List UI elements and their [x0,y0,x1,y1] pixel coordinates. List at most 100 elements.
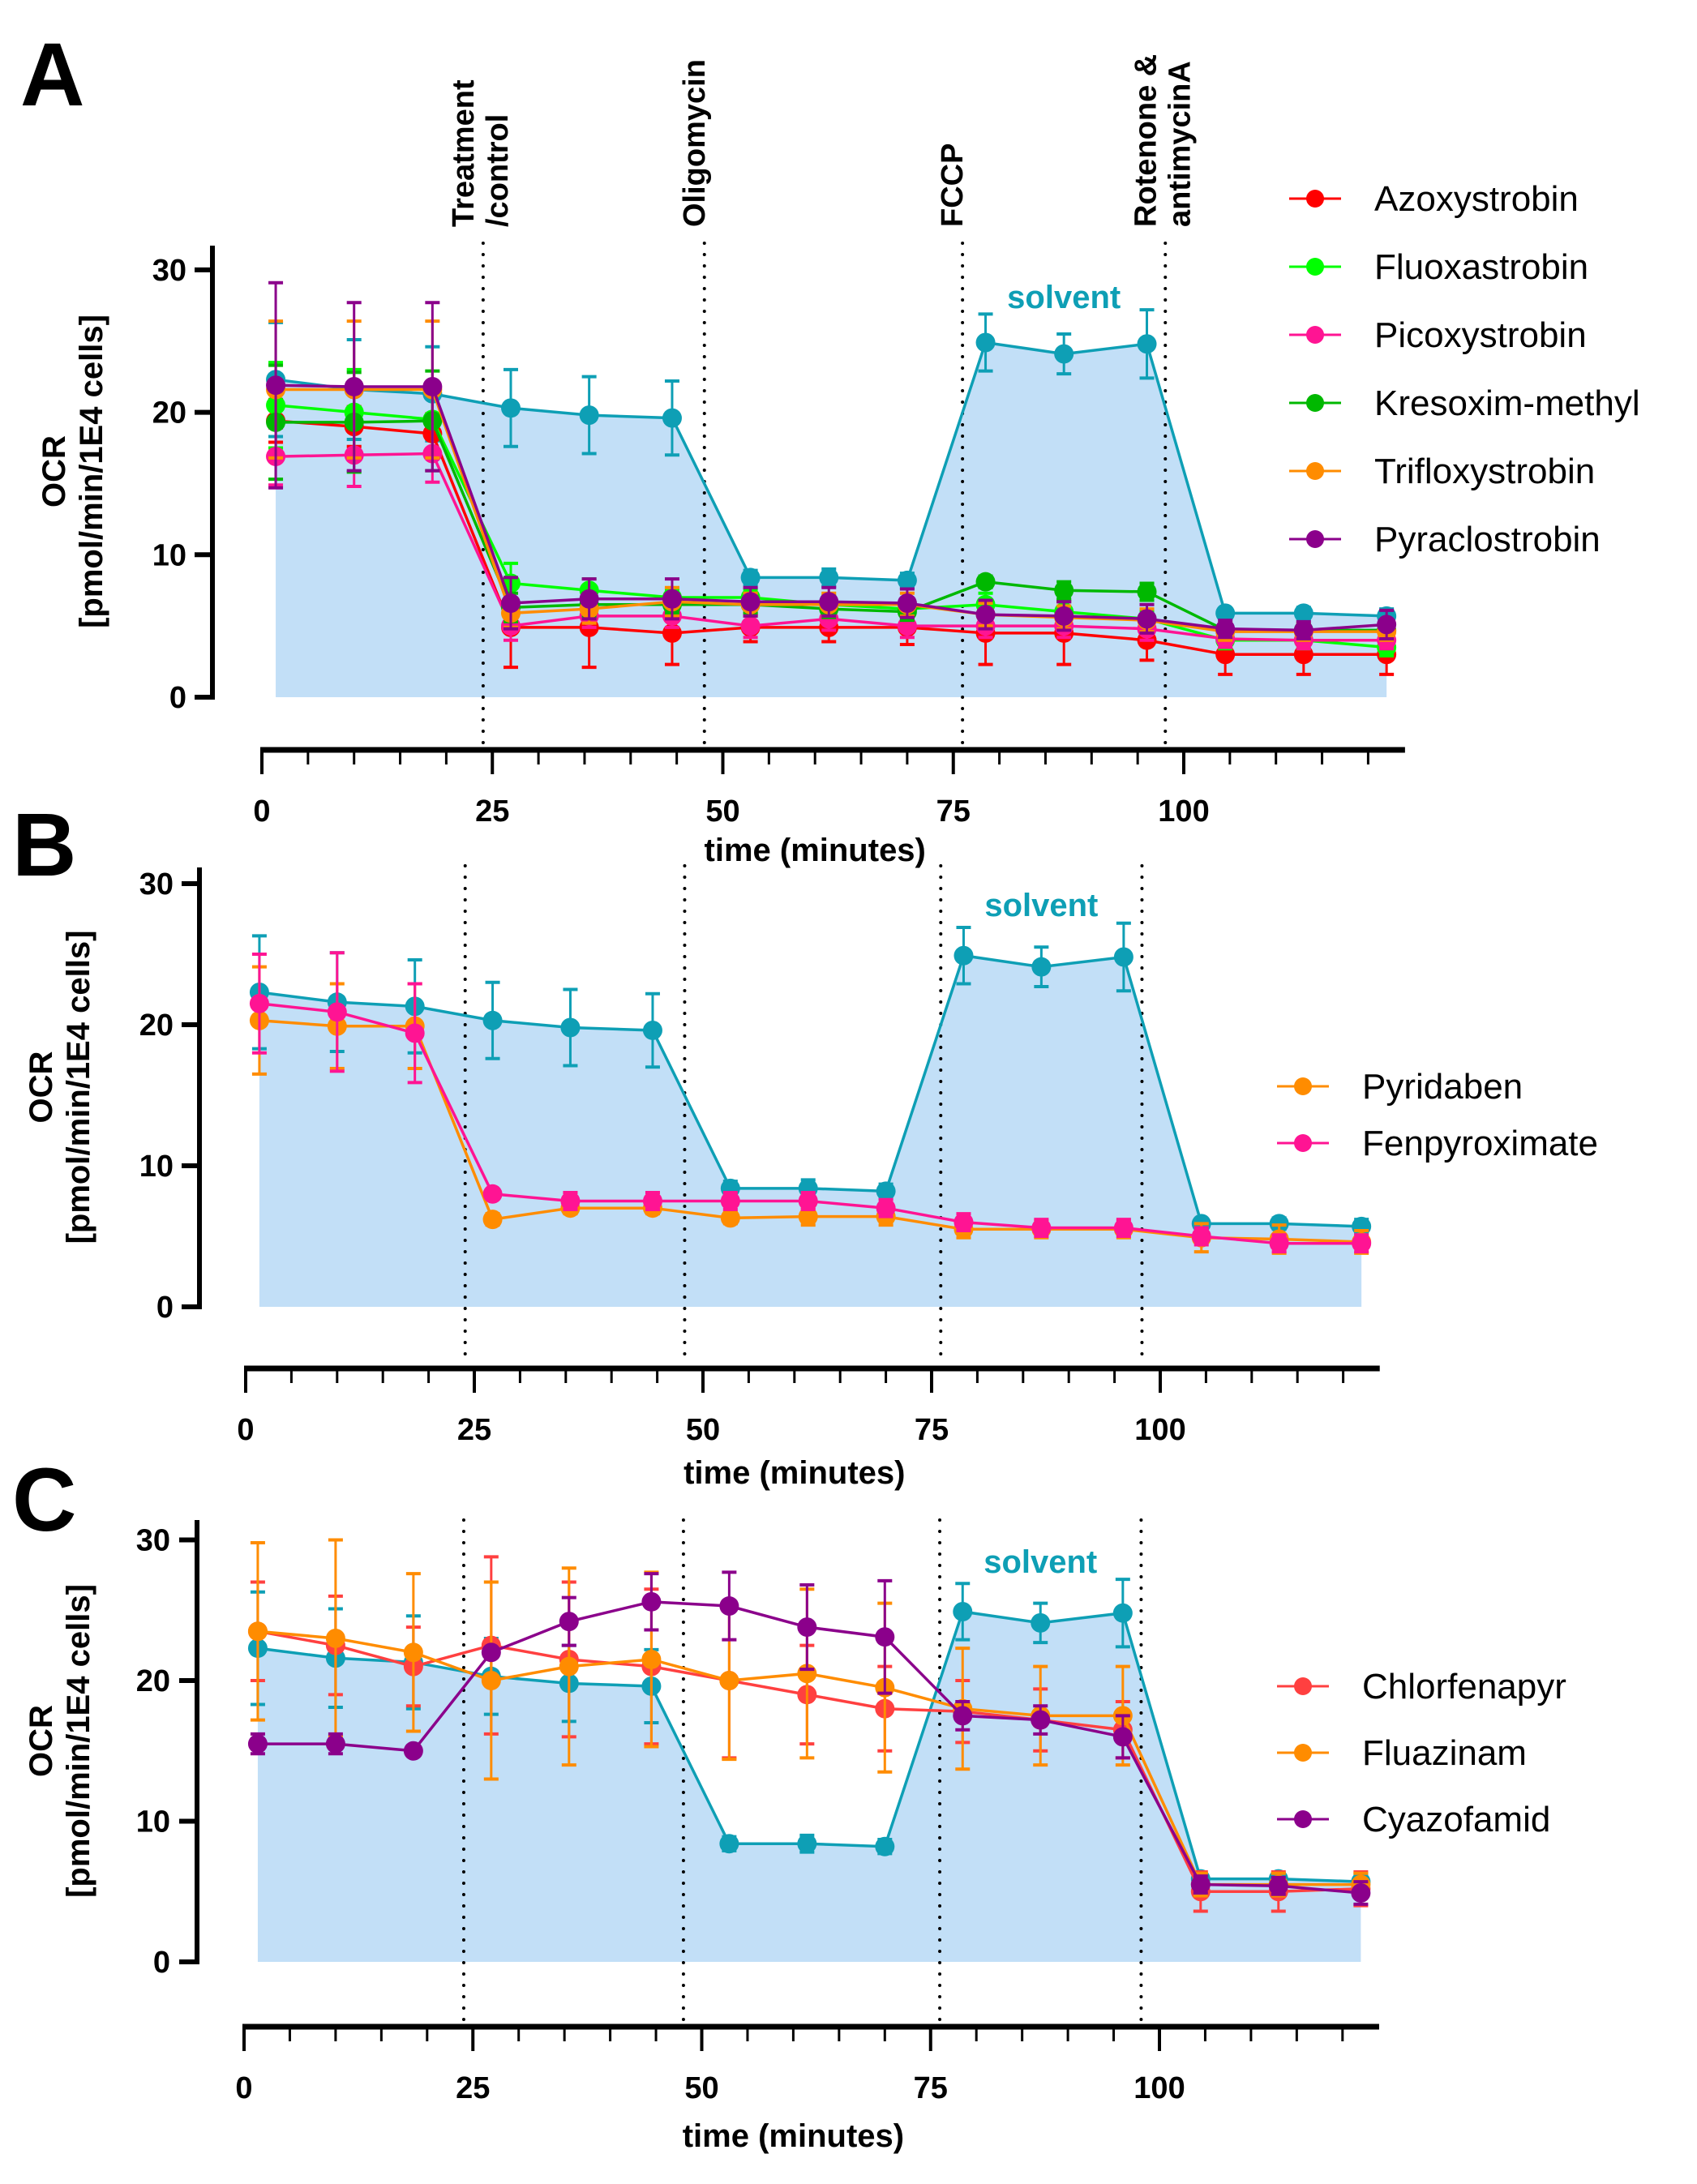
data-point [266,375,286,396]
data-point [819,567,839,588]
x-tick-label-50: 50 [705,794,739,829]
legend-item: Fluoxastrobin [1289,247,1588,287]
data-point [405,1023,425,1043]
y-axis-title-line2: [pmol/min/1E4 cells] [61,1584,96,1898]
data-point [1293,620,1313,640]
legend-label: Azoxystrobin [1374,179,1579,219]
data-point [975,605,996,625]
data-point [500,398,521,418]
data-point [1191,1227,1211,1246]
y-tick-label-10: 10 [139,1150,174,1184]
solvent-area [259,955,1362,1307]
data-point [1054,606,1074,626]
panel-c: C 0 10 20 30 OCR [pmol/min/1E4 cells] 0 25 50 75 1… [12,1450,1566,2154]
data-point [1054,580,1074,601]
data-point [641,1649,662,1669]
legend-label: Pyridaben [1362,1067,1523,1107]
x-tick-label-0: 0 [237,1413,254,1447]
data-point [481,1671,501,1690]
data-point [719,1596,739,1617]
data-point [422,376,443,396]
injection-label-3-line2: antimycinA [1163,61,1197,227]
legend-item: Picoxystrobin [1289,315,1587,355]
legend: Azoxystrobin Fluoxastrobin Picoxystrobin Kr… [1289,179,1640,559]
data-point [720,1208,740,1228]
data-point [579,405,599,426]
legend-label: Chlorfenapyr [1362,1667,1566,1707]
y-tick-label-10: 10 [152,538,186,572]
data-point [559,1656,579,1677]
data-point [875,1836,895,1856]
data-point [1054,344,1074,364]
data-point [642,1020,662,1040]
data-point [876,1198,896,1218]
injection-label-0: Treatment [447,79,481,227]
y-tick-label-10: 10 [136,1805,170,1839]
x-tick-label-75: 75 [914,2071,948,2105]
data-point [403,1642,423,1663]
data-point [720,1191,740,1211]
panel-letter-c: C [12,1450,76,1550]
panel-b: B 0 10 20 30 OCR [pmol/min/1E4 cells] 0 25 50 75 1… [12,795,1598,1491]
y-tick-label-30: 30 [152,254,186,288]
data-point [897,570,917,590]
legend-swatch-marker [1306,394,1324,412]
y-tick-label-0: 0 [153,1946,170,1980]
data-point [482,1210,503,1230]
data-point [740,616,761,636]
y-tick-label-30: 30 [136,1524,170,1558]
data-point [642,1191,662,1211]
data-point [500,593,521,614]
x-tick-label-25: 25 [475,794,509,829]
data-point [325,1628,345,1648]
legend-item: Pyraclostrobin [1289,520,1601,559]
data-point [1113,947,1133,967]
data-point [876,1181,896,1201]
data-point [641,1591,662,1612]
x-tick-label-0: 0 [253,794,270,829]
x-tick-label-25: 25 [457,1413,491,1447]
series-cyazofamid [247,1570,1371,1906]
data-point [662,408,682,428]
data-point [1351,1882,1371,1903]
y-tick-label-20: 20 [139,1008,174,1043]
data-point [1112,1727,1133,1747]
data-point [953,1706,973,1726]
data-point [482,1010,503,1030]
legend-item: Azoxystrobin [1289,179,1579,219]
data-point [819,592,839,612]
solvent-area [276,342,1387,697]
legend-item: Trifloxystrobin [1289,452,1595,491]
legend-label: Pyraclostrobin [1374,520,1601,559]
data-point [1269,1233,1289,1253]
data-point [1137,334,1157,354]
solvent-area [257,1611,1361,1962]
data-point [953,1601,973,1621]
data-point [1215,603,1236,623]
legend-item: Fenpyroximate [1277,1124,1598,1163]
legend-label: Fluazinam [1362,1733,1527,1773]
data-point [560,1017,581,1038]
injection-label-3: Rotenone & [1129,54,1163,227]
data-point [249,993,269,1013]
data-point [579,589,599,609]
legend-swatch-marker [1294,1077,1312,1095]
data-point [740,567,761,588]
legend-label: Fluoxastrobin [1374,247,1588,287]
x-tick-label-75: 75 [915,1413,949,1447]
y-tick-label-0: 0 [156,1291,174,1325]
injection-label-2: FCCP [936,143,970,227]
data-point [662,589,682,609]
data-point [344,376,364,396]
legend-swatch-marker [1294,1744,1312,1762]
series-pyraclostrobin [266,280,1397,640]
data-point [798,1206,818,1227]
data-point [975,572,996,592]
data-point [797,1617,817,1638]
panel-letter-b: B [12,795,76,895]
data-point [560,1191,581,1211]
solvent-label: solvent [1007,280,1121,315]
x-tick-label-100: 100 [1134,1413,1185,1447]
data-point [1031,1710,1051,1730]
